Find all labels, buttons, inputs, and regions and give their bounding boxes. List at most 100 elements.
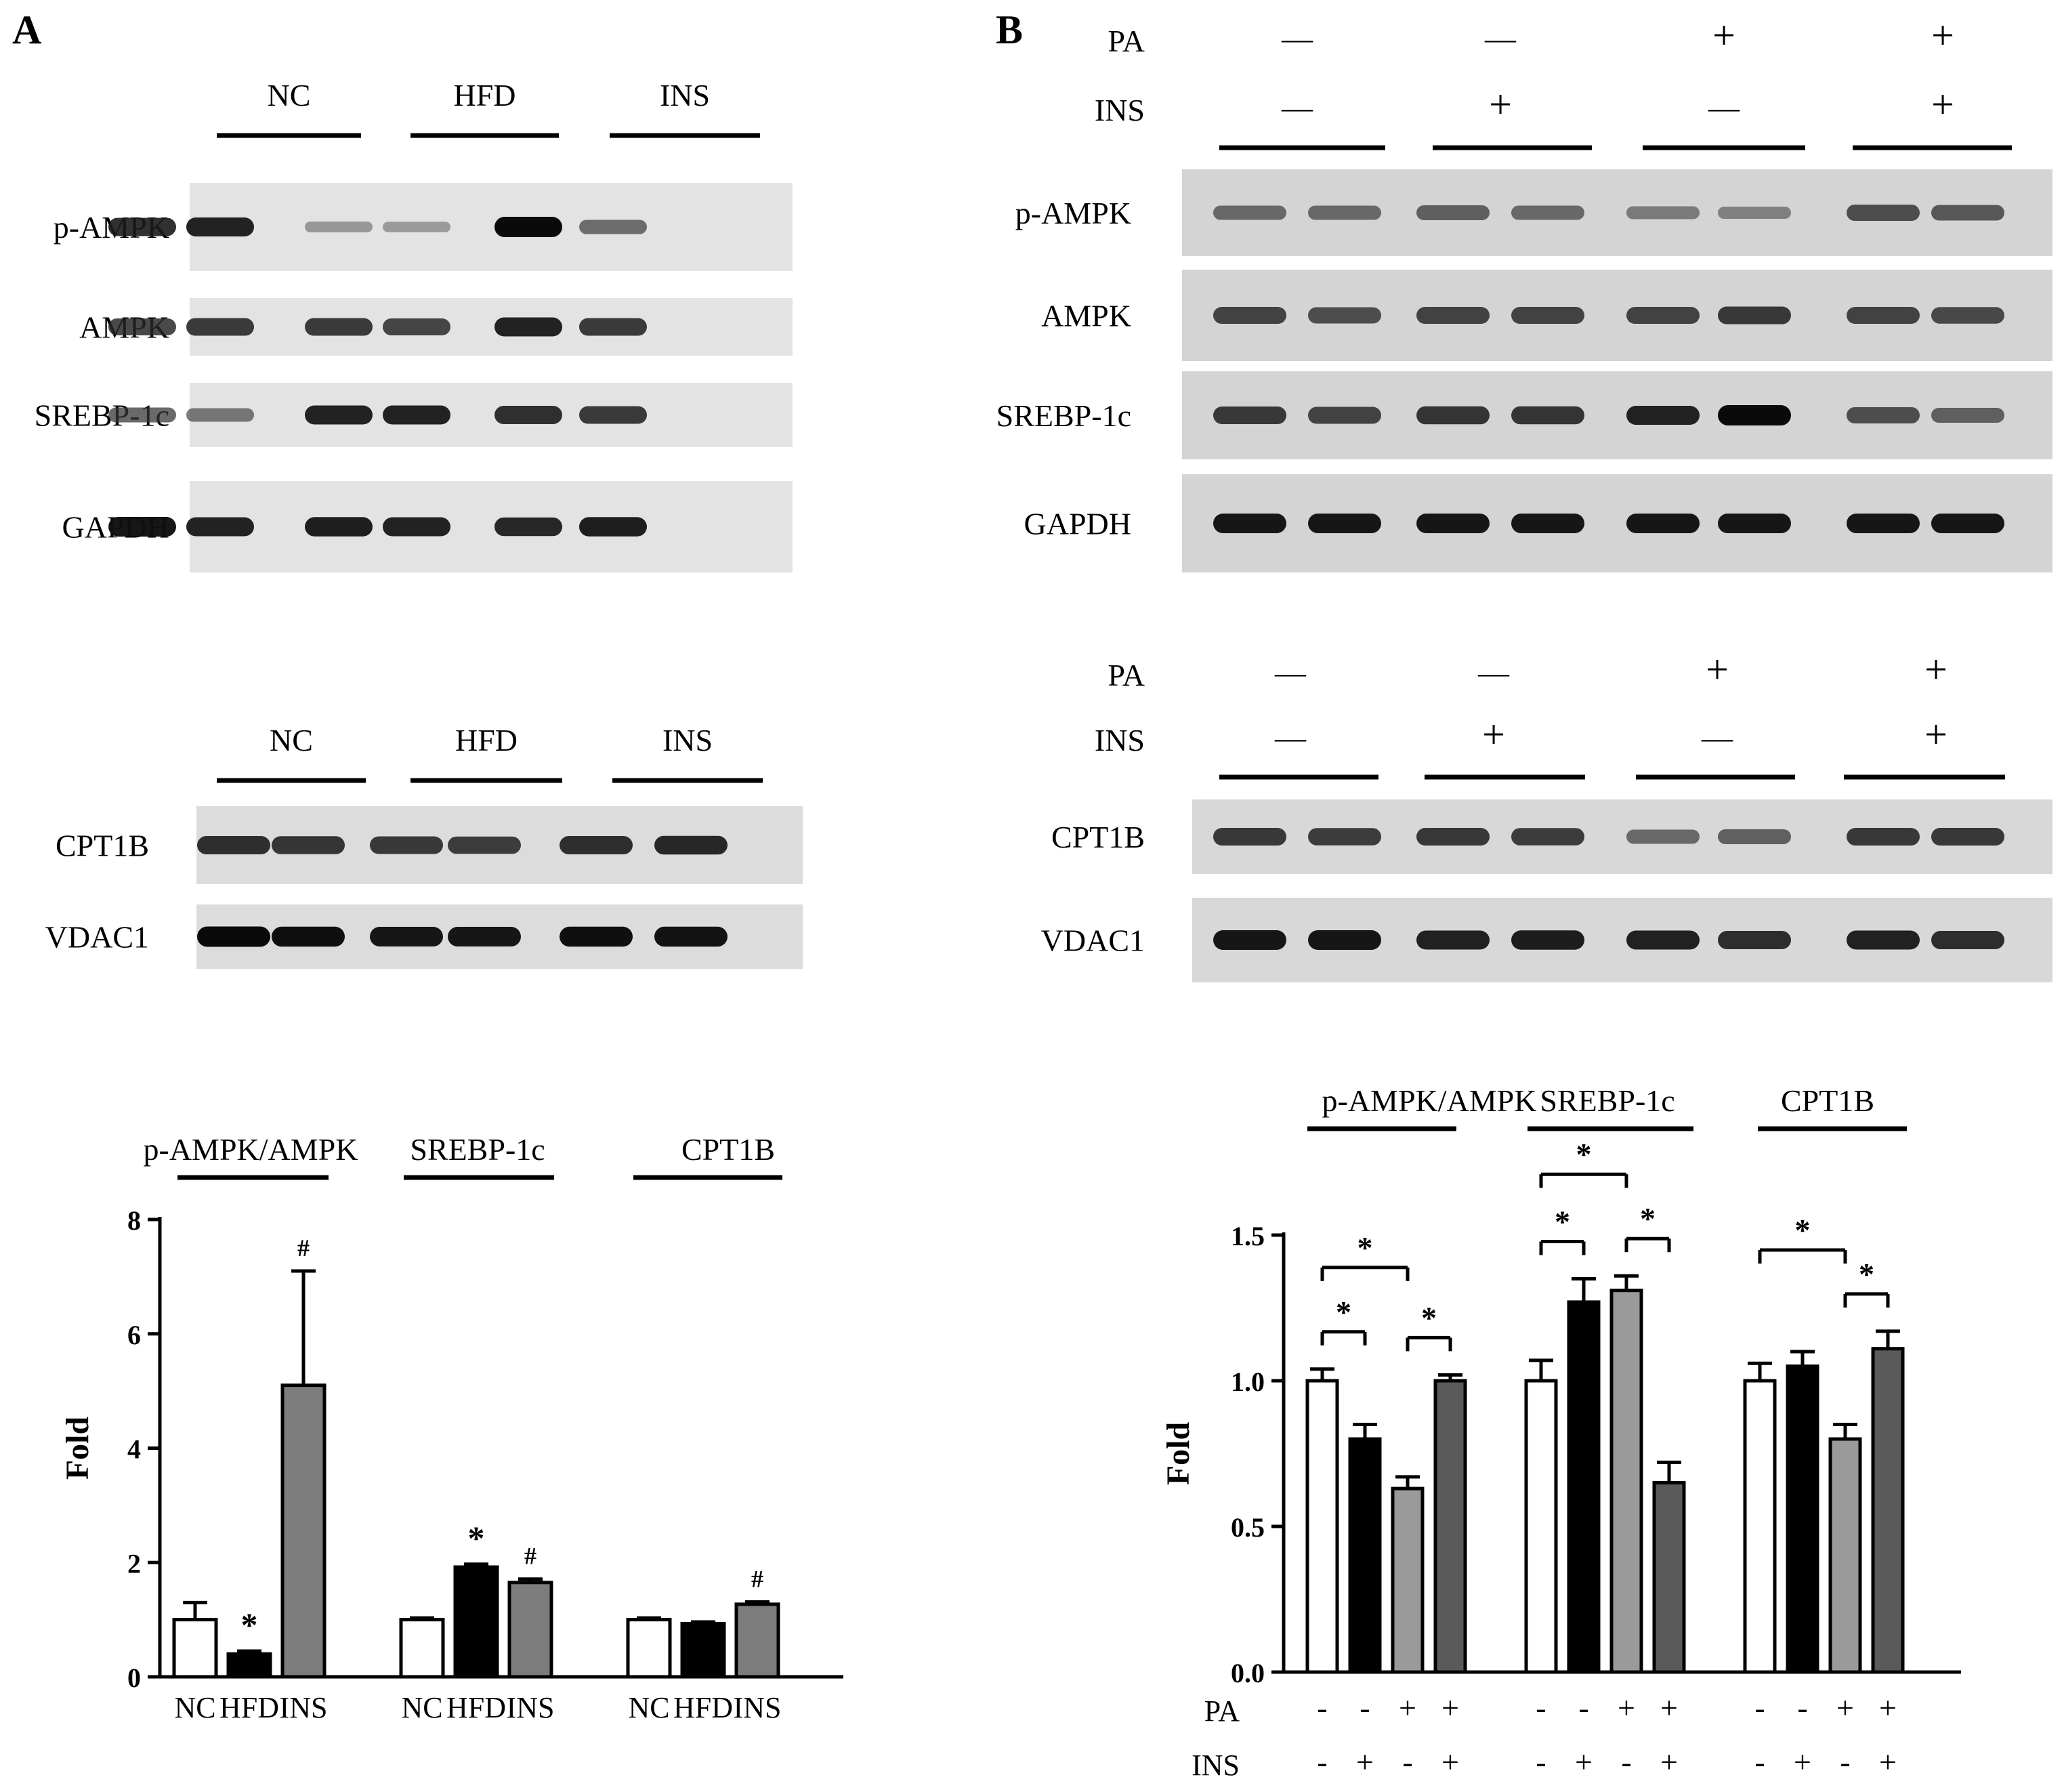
condition-sign: -: [1754, 1690, 1765, 1725]
condition-sign: -: [1840, 1745, 1850, 1779]
bar: [1609, 1289, 1643, 1674]
blot-band: [1213, 828, 1286, 846]
panel-a-letter: A: [12, 7, 41, 52]
group-header: CPT1B: [1781, 1083, 1874, 1118]
condition-sign: -: [1578, 1690, 1588, 1725]
blot-band: [305, 318, 373, 336]
group-label: HFD: [455, 723, 518, 757]
blot-band: [272, 836, 345, 854]
bar: [453, 1565, 499, 1679]
bar: [1786, 1364, 1819, 1674]
blot-band: [272, 926, 345, 947]
treatment-sign: +: [1924, 712, 1947, 757]
significance-star: *: [1357, 1230, 1373, 1265]
x-tick-label: NC: [628, 1691, 669, 1724]
condition-row-label: PA: [1204, 1694, 1240, 1728]
treatment-label: PA: [1108, 24, 1145, 58]
panel-a-blot-lower: NC HFD INS CPT1B VDAC1: [45, 723, 803, 969]
condition-sign: -: [1797, 1690, 1807, 1725]
blot-band: [305, 517, 373, 537]
condition-sign: -: [1317, 1690, 1327, 1725]
blot-band: [1416, 514, 1490, 533]
condition-sign: +: [1836, 1690, 1854, 1725]
blot-row-label: VDAC1: [45, 920, 149, 955]
blot-band: [1626, 206, 1700, 220]
blot-band: [1626, 307, 1700, 324]
blot-band: [1511, 205, 1584, 220]
blot-band: [654, 835, 728, 855]
blot-membrane: [190, 298, 793, 356]
blot-band: [1308, 407, 1381, 424]
blot-band: [1511, 828, 1584, 846]
condition-sign: -: [1360, 1690, 1370, 1725]
blot-band: [370, 927, 443, 946]
treatment-sign: —: [1484, 21, 1517, 56]
blot-band: [1847, 307, 1920, 324]
blot-band: [1931, 828, 2004, 846]
treatment-sign: —: [1477, 655, 1510, 690]
bar: [626, 1618, 672, 1679]
y-tick-label: 0: [127, 1663, 141, 1693]
blot-band: [1308, 514, 1381, 533]
significance-star: *: [1640, 1201, 1656, 1236]
blot-band: [494, 406, 562, 424]
blot-band: [1308, 307, 1381, 324]
blot-band: [383, 517, 450, 537]
group-label: NC: [268, 78, 311, 112]
group-header: CPT1B: [681, 1132, 775, 1167]
blot-band: [197, 926, 270, 947]
blot-band: [383, 405, 450, 425]
condition-sign: +: [1356, 1745, 1374, 1779]
significance-star: *: [1576, 1137, 1592, 1171]
bar: [734, 1602, 780, 1679]
condition-sign: +: [1660, 1745, 1678, 1779]
condition-sign: -: [1536, 1690, 1546, 1725]
blot-band: [108, 407, 176, 423]
blot-band: [494, 317, 562, 337]
significance-star: *: [1555, 1205, 1570, 1239]
condition-row-label: INS: [1192, 1749, 1240, 1782]
bar: [1652, 1481, 1686, 1674]
blot-band: [1931, 205, 2004, 221]
blot-band: [1511, 406, 1584, 425]
treatment-sign: +: [1924, 647, 1947, 692]
bar: [1305, 1379, 1339, 1674]
blot-band: [1308, 828, 1381, 846]
blot-band: [1718, 306, 1791, 325]
blot-band: [1847, 930, 1920, 950]
blot-band: [1626, 514, 1700, 533]
blot-band: [108, 217, 176, 236]
blot-band: [1626, 930, 1700, 950]
significance-star: *: [1336, 1295, 1351, 1329]
blot-band: [1213, 930, 1286, 950]
blot-band: [383, 222, 450, 232]
blot-band: [186, 408, 254, 422]
treatment-sign: —: [1281, 21, 1313, 56]
significance-hash: #: [751, 1565, 763, 1592]
blot-row-label: GAPDH: [1024, 507, 1131, 541]
group-header: p-AMPK/AMPK: [1322, 1083, 1537, 1118]
blot-band: [1511, 307, 1584, 324]
treatment-sign: +: [1931, 82, 1954, 127]
x-tick-label: NC: [401, 1691, 442, 1724]
treatment-sign: —: [1701, 720, 1733, 755]
treatment-sign: +: [1482, 712, 1505, 757]
blot-band: [186, 217, 254, 236]
bar: [1743, 1379, 1777, 1674]
treatment-sign: —: [1281, 90, 1313, 125]
group-label: HFD: [453, 78, 515, 112]
blot-row-label: AMPK: [1041, 299, 1131, 333]
blot-row-label: VDAC1: [1041, 923, 1145, 958]
group-label: INS: [660, 78, 710, 112]
treatment-sign: +: [1931, 13, 1954, 58]
condition-sign: -: [1402, 1745, 1412, 1779]
blot-band: [560, 836, 633, 854]
x-tick-label: INS: [734, 1691, 782, 1724]
condition-sign: -: [1621, 1745, 1631, 1779]
x-tick-label: HFD: [446, 1691, 506, 1724]
bar: [226, 1652, 272, 1679]
x-tick-label: NC: [174, 1691, 215, 1724]
condition-sign: +: [1794, 1745, 1811, 1779]
bar: [1828, 1437, 1862, 1674]
